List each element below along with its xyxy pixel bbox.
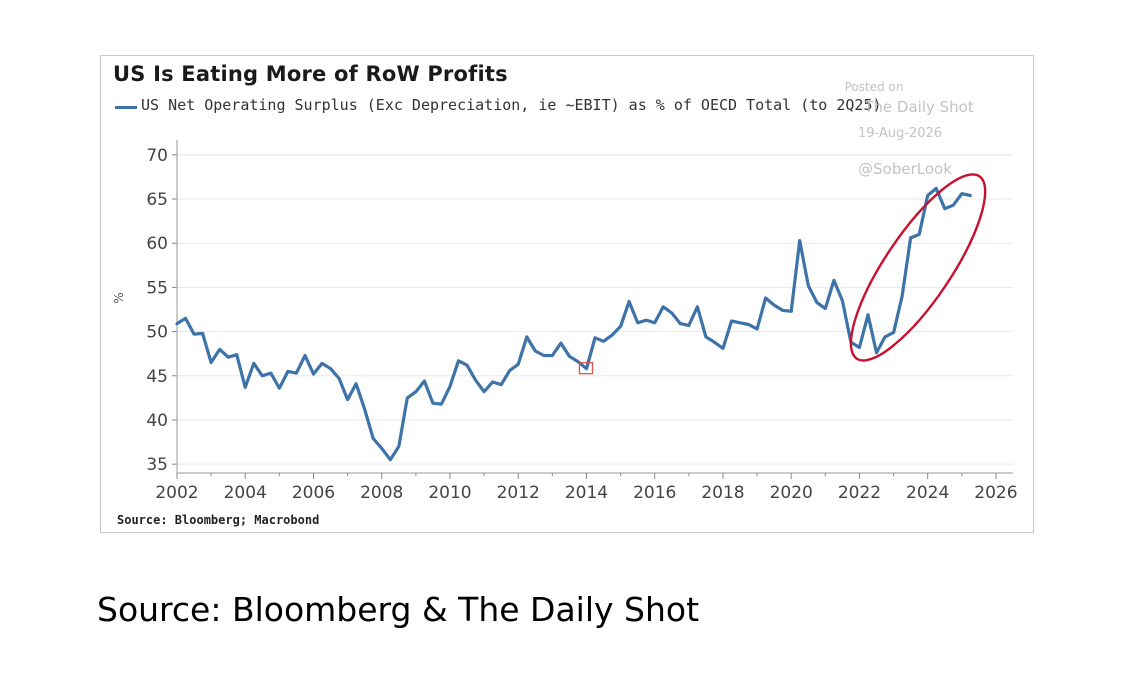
x-tick-label: 2018 [701,483,744,503]
line-chart: 35 40 45 50 55 60 65 70% 2002 2004 2006 2008 2010 201… [112,140,1018,503]
highlight-ellipse [849,173,987,362]
y-tick-label: 60 [146,234,168,254]
chart-title: US Is Eating More of RoW Profits [113,62,508,86]
image-caption: Source: Bloomberg & The Daily Shot [97,590,700,629]
chart-panel: US Is Eating More of RoW Profits US Net … [100,55,1034,533]
watermark-date: 19-Aug-2026 [857,126,943,141]
y-tick-label: 65 [146,190,168,210]
y-tick-label: 55 [146,278,168,298]
x-tick-label: 2022 [838,483,881,503]
x-tick-label: 2006 [292,483,335,503]
x-tick-label: 2002 [155,483,198,503]
x-tick-label: 2008 [360,483,403,503]
x-tick-label: 2014 [565,483,608,503]
watermark-posted: Posted on [844,80,904,94]
y-tick-label: 45 [146,367,168,387]
y-tick-label: 50 [146,323,168,343]
x-tick-label: 2010 [428,483,471,503]
x-tick-label: 2004 [224,483,267,503]
chart-source: Source: Bloomberg; Macrobond [117,513,320,527]
x-tick-label: 2026 [974,483,1017,503]
series-line [175,186,972,462]
y-tick-label: 70 [146,146,168,166]
y-axis-label: % [112,292,126,303]
watermark-site: The Daily Shot [864,98,974,116]
highlight-marker [578,362,594,375]
y-tick-label: 40 [146,411,168,431]
x-tick-label: 2016 [633,483,676,503]
y-tick-label: 35 [146,455,168,475]
x-tick-label: 2020 [770,483,813,503]
legend-swatch [115,106,137,109]
x-tick-label: 2012 [497,483,540,503]
watermark-handle: @SoberLook [858,160,952,178]
legend: US Net Operating Surplus (Exc Depreciati… [115,96,935,114]
x-tick-label: 2024 [906,483,949,503]
legend-label: US Net Operating Surplus (Exc Depreciati… [141,96,882,114]
